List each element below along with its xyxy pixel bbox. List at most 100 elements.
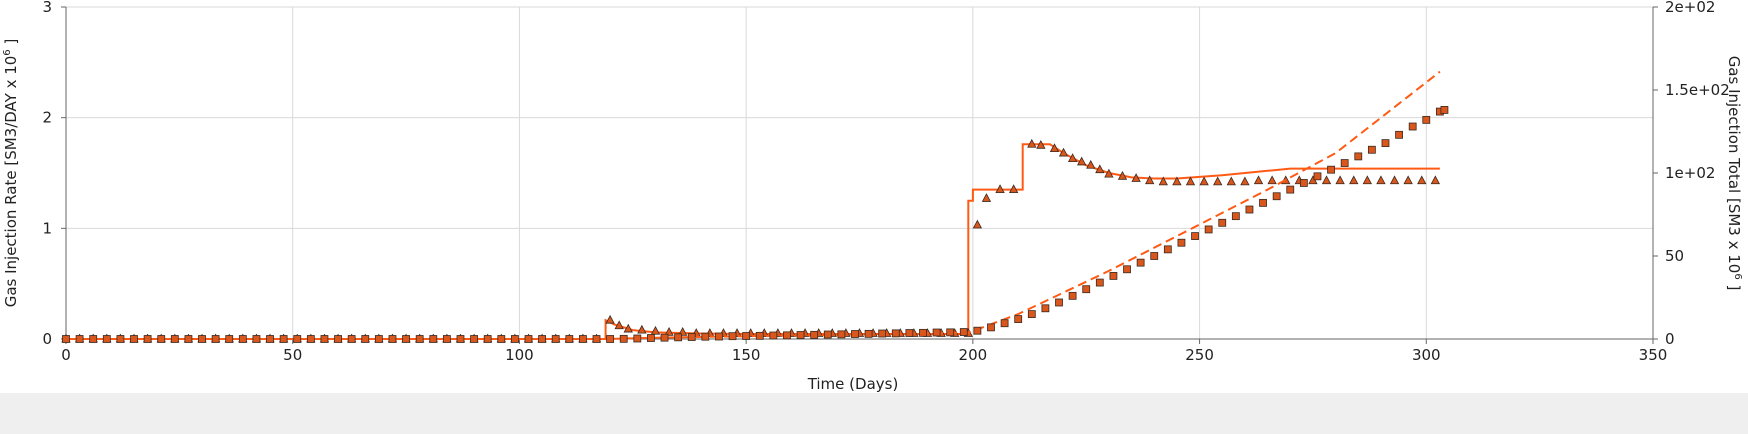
tick-labels: 0 50 100 150 200 250 300 35001230501e+021.5e+02…	[42, 0, 1729, 364]
total-square-point	[932, 328, 941, 337]
rate-triangle-point	[1027, 138, 1037, 148]
total-square-point	[1027, 310, 1036, 319]
total-square-point	[1286, 185, 1295, 194]
chart-panel: 0 50 100 150 200 250 300 350 0 1 2 3 0 50 1e+02 1.5e+02…	[0, 0, 1748, 393]
rate-triangle-point	[1077, 156, 1087, 166]
total-square-point	[429, 335, 438, 343]
rate-triangle-point	[1158, 176, 1168, 186]
rate-triangle-point	[650, 325, 661, 335]
total-square-point	[973, 326, 982, 335]
total-square-point	[606, 335, 615, 343]
total-square-point	[320, 335, 329, 343]
rate-triangle-point	[1104, 168, 1114, 178]
total-square-point	[279, 335, 288, 343]
rate-triangle-point	[1049, 143, 1060, 153]
x-tick-label: 350	[1639, 346, 1668, 364]
total-square-point	[1055, 298, 1063, 307]
total-square-point	[1440, 106, 1449, 114]
total-square-point	[1327, 165, 1335, 174]
total-square-point	[374, 335, 383, 343]
y-left-tick-label: 2	[42, 109, 52, 127]
total-square-point	[1218, 218, 1227, 227]
total-square-point	[225, 335, 234, 343]
total-square-point	[1191, 232, 1199, 240]
total-square-point	[619, 334, 628, 343]
total-square-point	[783, 331, 791, 340]
total-square-point	[647, 334, 655, 342]
total-square-point	[266, 335, 274, 343]
y-left-axis-title: Gas Injection Rate [SM3/DAY x 106 ]	[2, 39, 20, 308]
total-square-point	[510, 335, 519, 343]
total-square-point	[102, 335, 111, 343]
total-square-point	[878, 329, 887, 338]
total-square-point	[823, 330, 832, 339]
total-square-point	[687, 333, 696, 341]
total-square-point	[1259, 198, 1267, 207]
rate-triangle-point	[1213, 176, 1223, 186]
total-square-point	[796, 331, 805, 339]
total-square-point	[497, 335, 506, 343]
rate-triangle-point	[972, 219, 983, 229]
total-square-point	[1068, 291, 1077, 300]
total-square-point	[1408, 122, 1417, 131]
gas-injection-rate-line	[66, 143, 1440, 340]
rate-triangle-point	[1226, 176, 1236, 186]
y-right-tick-label: 50	[1665, 247, 1684, 265]
total-square-point	[1299, 179, 1308, 187]
rate-triangle-point	[1058, 147, 1069, 157]
total-square-point	[1272, 192, 1281, 201]
total-square-point	[565, 335, 574, 343]
total-square-point	[130, 335, 138, 343]
y-right-axis-title: Gas Injection Total [SM3 x 106 ]	[1725, 56, 1743, 291]
x-axis-title: Time (Days)	[807, 375, 899, 393]
total-square-point	[946, 328, 955, 337]
total-square-point	[674, 333, 683, 342]
rate-triangle-point	[623, 323, 633, 333]
total-square-point	[198, 335, 206, 343]
rate-triangle-point	[1376, 175, 1386, 185]
grid	[65, 6, 1654, 340]
total-square-point	[388, 335, 397, 343]
x-tick-label: 300	[1412, 346, 1441, 364]
total-square-point	[538, 335, 546, 343]
y-right-tick-label: 2e+02	[1665, 0, 1715, 16]
total-square-point	[252, 335, 261, 343]
rate-triangle-point	[981, 193, 992, 202]
rate-triangle-point	[995, 184, 1005, 194]
series	[61, 70, 1449, 343]
total-square-point	[1381, 139, 1390, 148]
y-right-tick-label: 0	[1665, 330, 1675, 348]
total-square-point	[592, 335, 601, 343]
rate-triangle-point	[1036, 139, 1046, 149]
total-square-point	[415, 335, 424, 343]
total-square-point	[891, 329, 900, 338]
rate-triangle-point	[1403, 175, 1413, 185]
total-square-point	[1395, 130, 1403, 139]
y-left-tick-label: 0	[42, 330, 52, 348]
total-square-point	[1095, 278, 1104, 287]
rate-triangle-point	[1185, 176, 1196, 186]
y-left-axis-title-sup: 6	[2, 49, 13, 55]
rate-triangle-point	[614, 320, 624, 330]
rate-triangle-point	[1145, 175, 1155, 185]
total-square-point	[293, 335, 302, 343]
total-square-point	[1163, 245, 1172, 254]
gas-injection-total-line	[66, 70, 1441, 340]
total-square-point	[1150, 252, 1159, 260]
total-square-point	[75, 335, 84, 343]
total-square-point	[1231, 212, 1240, 221]
total-square-point	[728, 332, 737, 341]
total-square-point	[660, 333, 669, 342]
total-square-point	[742, 332, 751, 340]
total-square-point	[62, 335, 70, 343]
total-square-point	[1367, 145, 1376, 154]
y-left-axis-title-end: ]	[2, 39, 20, 50]
x-tick-label: 200	[959, 346, 988, 364]
rate-triangle-point	[1008, 184, 1019, 194]
total-square-point	[116, 335, 125, 343]
total-square-point	[1354, 152, 1363, 161]
x-tick-label: 100	[505, 346, 534, 364]
total-square-point	[483, 335, 492, 343]
total-square-point	[1245, 205, 1254, 214]
y-left-axis-title-main: Gas Injection Rate [SM3/DAY x 10	[2, 56, 20, 308]
